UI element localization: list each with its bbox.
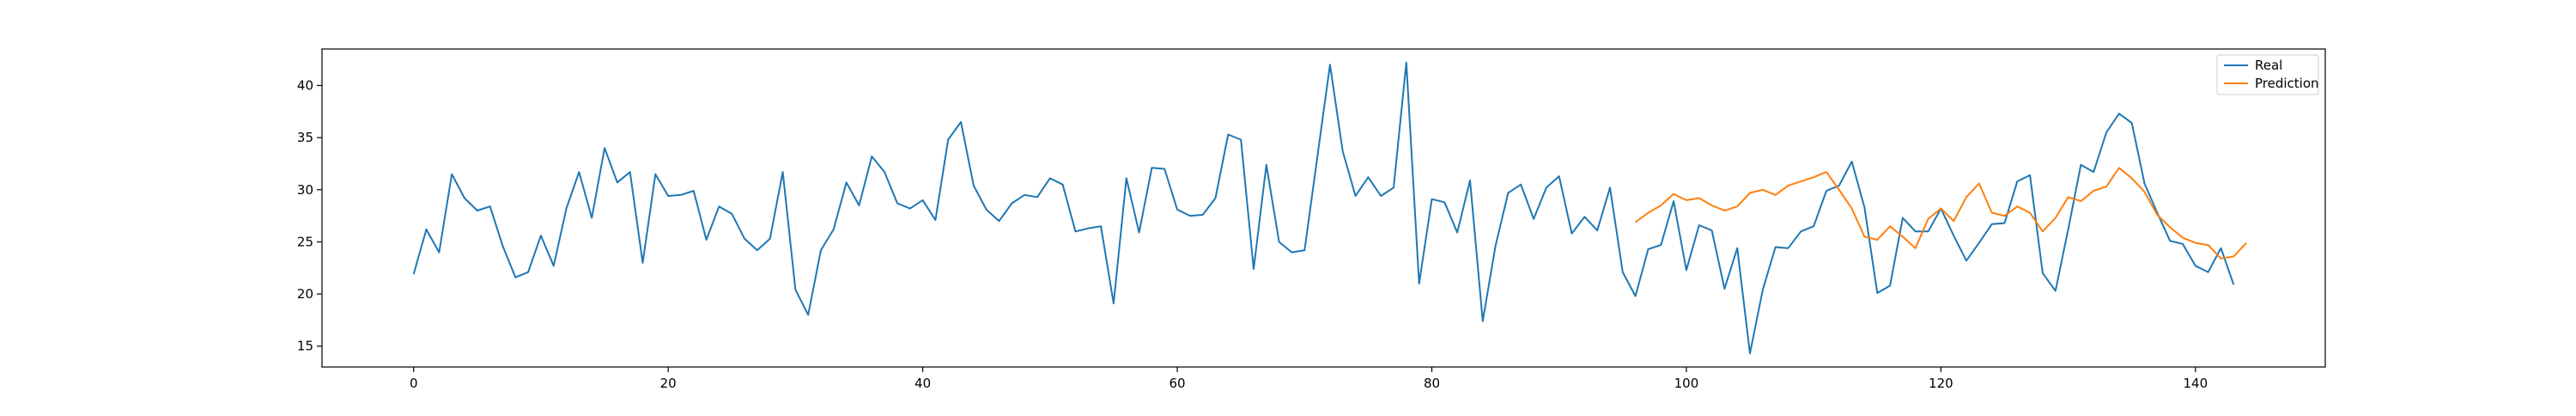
y-axis: 15 20 25 30 35 40 (297, 77, 322, 354)
legend: Real Prediction (2216, 54, 2319, 95)
y-tick-label: 25 (297, 234, 313, 249)
y-tick-label: 15 (297, 339, 313, 354)
x-tick-label: 40 (914, 376, 931, 391)
plot-area (412, 61, 2247, 355)
x-tick-label: 80 (1424, 376, 1440, 391)
x-axis: 0 20 40 60 80 100 120 140 (410, 367, 2208, 391)
legend-label: Real (2255, 58, 2282, 73)
series-line-prediction (1635, 167, 2247, 260)
legend-label: Prediction (2255, 76, 2319, 91)
y-tick-label: 35 (297, 130, 313, 145)
x-tick-label: 20 (660, 376, 677, 391)
x-tick-label: 60 (1169, 376, 1185, 391)
x-tick-label: 120 (1929, 376, 1953, 391)
x-tick-label: 0 (410, 376, 418, 391)
x-tick-label: 100 (1674, 376, 1699, 391)
y-tick-label: 30 (297, 182, 313, 198)
y-tick-label: 20 (297, 286, 313, 302)
y-tick-label: 40 (297, 77, 313, 93)
axes-frame (321, 48, 2326, 368)
x-tick-label: 140 (2183, 376, 2208, 391)
series-line-real (412, 61, 2235, 355)
